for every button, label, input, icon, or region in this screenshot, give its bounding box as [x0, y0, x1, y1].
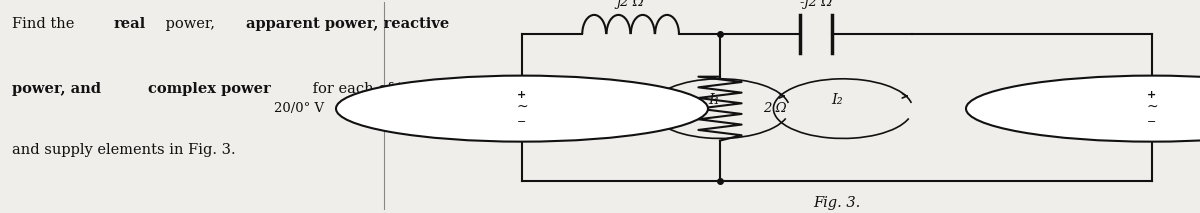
Text: power,: power,	[161, 17, 220, 31]
Text: real: real	[114, 17, 146, 31]
Text: -j2 Ω: -j2 Ω	[800, 0, 832, 9]
Text: 2 Ω: 2 Ω	[763, 102, 787, 115]
Text: power, and: power, and	[12, 82, 106, 96]
Text: ~: ~	[516, 100, 528, 114]
Text: j2 Ω: j2 Ω	[617, 0, 644, 9]
Text: +: +	[517, 90, 527, 100]
Text: −: −	[1147, 118, 1157, 128]
Text: Find the: Find the	[12, 17, 79, 31]
Text: +: +	[1147, 90, 1157, 100]
Text: and supply elements in Fig. 3.: and supply elements in Fig. 3.	[12, 143, 235, 157]
Text: 20/0° V: 20/0° V	[274, 102, 324, 115]
Text: complex power: complex power	[148, 82, 270, 96]
Circle shape	[336, 76, 708, 142]
Text: ~: ~	[1146, 100, 1158, 114]
Text: apparent power, reactive: apparent power, reactive	[246, 17, 449, 31]
Text: I₁: I₁	[708, 93, 720, 107]
Text: −: −	[517, 118, 527, 128]
Circle shape	[966, 76, 1200, 142]
Text: I₂: I₂	[832, 93, 842, 107]
Text: for each of the passive: for each of the passive	[308, 82, 481, 96]
Text: Fig. 3.: Fig. 3.	[814, 196, 860, 210]
